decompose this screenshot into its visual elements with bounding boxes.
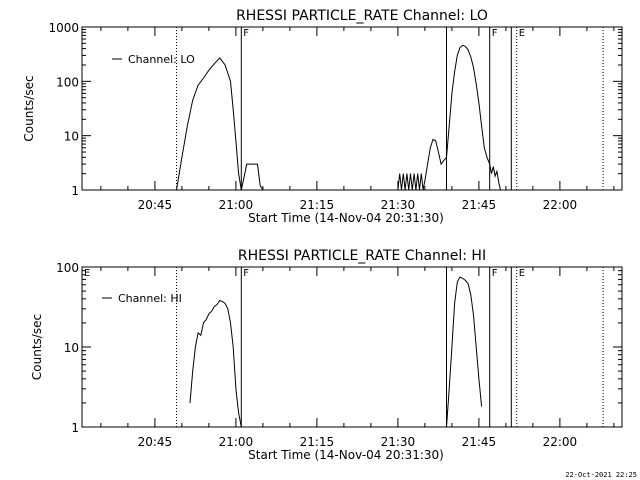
series-line-segment: [397, 173, 426, 191]
y-axis-label: Counts/sec: [22, 75, 36, 141]
y-tick-label: 1: [71, 184, 79, 198]
series-line-segment: [189, 300, 242, 428]
x-tick-label: 21:15: [300, 435, 335, 449]
x-tick-label: 20:45: [138, 435, 173, 449]
series-line-segment: [446, 276, 483, 428]
x-axis-label: Start Time (14-Nov-04 20:31:30): [248, 448, 444, 462]
series-line-segment: [240, 163, 264, 191]
x-tick-label: 22:00: [543, 198, 578, 212]
chart-title: RHESSI PARTICLE_RATE Channel: HI: [238, 248, 486, 264]
x-tick-label: 21:30: [381, 198, 416, 212]
marker-label: F: [243, 268, 249, 279]
x-tick-label: 22:00: [543, 435, 578, 449]
y-axis-label: Counts/sec: [30, 314, 44, 380]
series-line-segment: [446, 44, 491, 165]
x-tick-label: 20:45: [138, 198, 173, 212]
marker-label: E: [519, 28, 525, 39]
y-tick-label: 100: [56, 261, 79, 275]
chart-title: RHESSI PARTICLE_RATE Channel: LO: [236, 8, 488, 24]
series-line-segment: [489, 164, 501, 191]
x-axis-label: Start Time (14-Nov-04 20:31:30): [248, 211, 444, 225]
x-tick-label: 21:00: [219, 435, 254, 449]
series-line-segment: [424, 138, 447, 181]
x-tick-label: 21:45: [462, 198, 497, 212]
y-tick-label: 1: [71, 421, 79, 435]
footer-date-stamp: 22-Oct-2021 22:25: [565, 471, 637, 479]
marker-label: F: [243, 28, 249, 39]
y-tick-label: 10: [64, 130, 79, 144]
x-tick-label: 21:15: [300, 198, 335, 212]
x-tick-label: 21:45: [462, 435, 497, 449]
x-tick-label: 21:00: [219, 198, 254, 212]
series-line-segment: [176, 57, 242, 191]
legend-entry: Channel: LO: [128, 53, 195, 66]
plot-frame: [81, 266, 623, 428]
legend-entry: Channel: HI: [118, 292, 182, 305]
y-tick-label: 100: [56, 75, 79, 89]
chart-channel-hi: RHESSI PARTICLE_RATE Channel: HI 1 10 100 20…: [30, 248, 623, 462]
x-tick-label: 21:30: [381, 435, 416, 449]
y-tick-label: 1000: [48, 21, 79, 35]
y-tick-label: 10: [64, 341, 79, 355]
marker-label: F: [492, 28, 498, 39]
chart-channel-lo: RHESSI PARTICLE_RATE Channel: LO 1 10 100 10…: [22, 8, 623, 225]
marker-label: E: [84, 268, 90, 279]
marker-label: E: [519, 268, 525, 279]
marker-label: F: [492, 268, 498, 279]
plot-frame: [81, 26, 623, 191]
